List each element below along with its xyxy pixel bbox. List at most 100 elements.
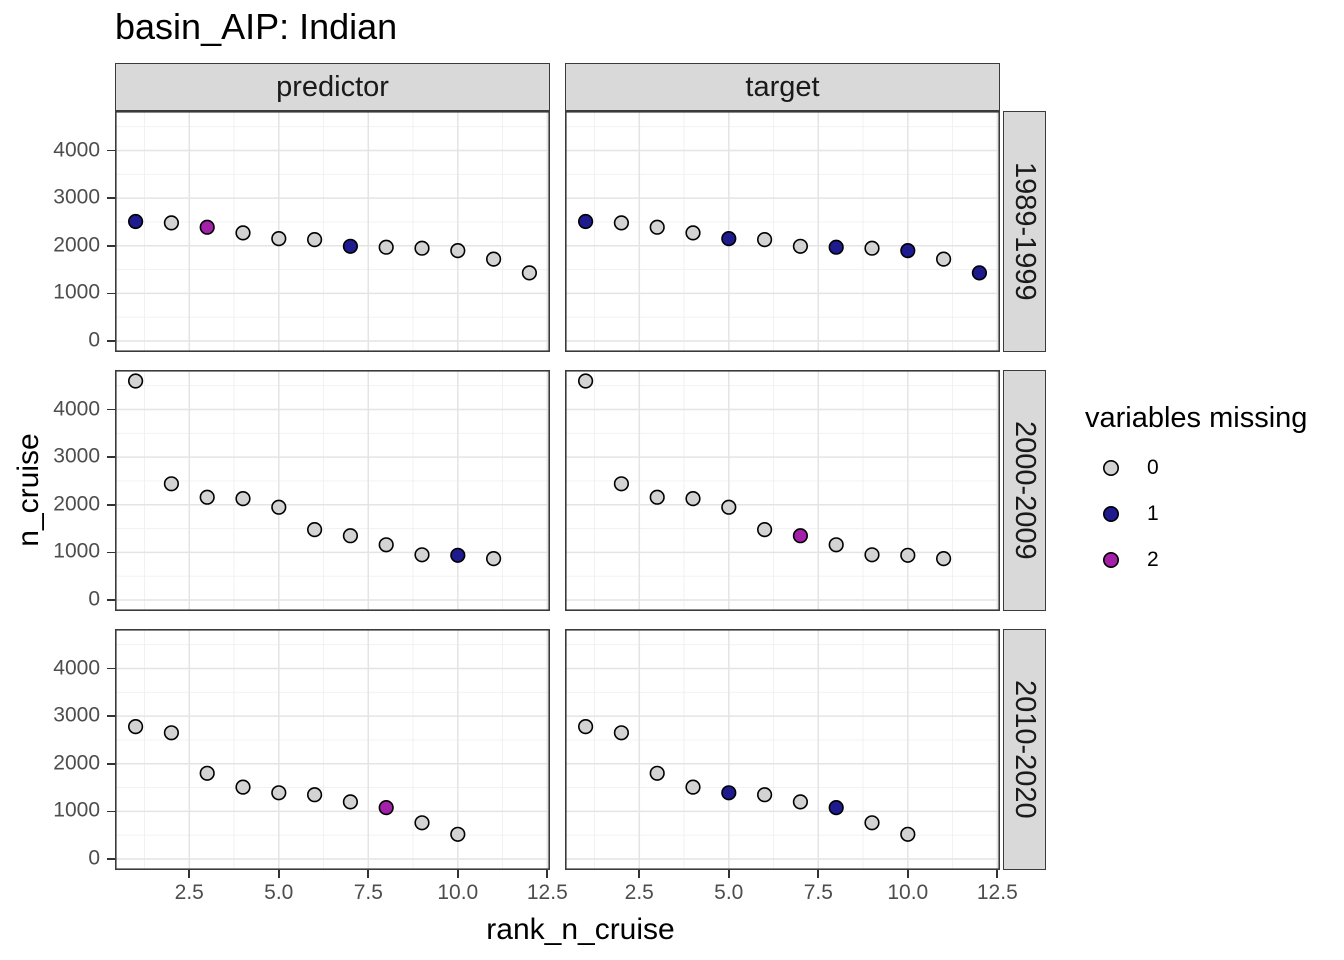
data-point	[235, 779, 251, 795]
data-point	[450, 826, 466, 842]
facet-col-strip-predictor: predictor	[115, 63, 550, 111]
data-point	[307, 787, 323, 803]
panel-target-2000-2009	[565, 370, 1000, 611]
legend-item: 2	[1085, 537, 1307, 583]
data-point	[613, 476, 630, 492]
data-point	[613, 215, 630, 231]
data-point	[757, 522, 773, 538]
data-point	[828, 800, 844, 816]
x-tick-mark	[277, 870, 280, 878]
panel-border	[115, 111, 550, 352]
panel-border	[115, 370, 550, 611]
data-point	[757, 787, 773, 803]
y-tick-mark	[107, 340, 115, 342]
legend-key-dot	[1103, 552, 1119, 568]
data-point	[307, 232, 323, 248]
legend-key-circle	[1103, 460, 1119, 476]
data-point	[685, 491, 701, 507]
legend-key-circle	[1103, 506, 1119, 522]
data-point	[414, 547, 430, 563]
panel-border	[565, 629, 1000, 870]
data-point	[721, 230, 737, 247]
data-point	[828, 537, 844, 553]
y-tick-label: 4000	[53, 397, 100, 421]
data-point	[486, 551, 502, 567]
x-tick-label: 5.0	[264, 881, 294, 904]
y-tick-mark	[107, 762, 115, 765]
panel-border	[565, 370, 1000, 611]
x-tick-mark	[546, 870, 549, 878]
data-point	[128, 373, 144, 389]
facet-row-strip-label: 1989-1999	[1009, 162, 1041, 301]
data-point	[450, 243, 466, 259]
y-tick-label: 3000	[53, 444, 100, 468]
facet-row-strip-label: 2000-2009	[1009, 421, 1041, 560]
y-tick-label: 1000	[53, 798, 100, 822]
x-tick-label: 5.0	[714, 881, 744, 904]
y-tick-label: 2000	[53, 233, 100, 257]
y-tick-label: 2000	[53, 751, 100, 775]
legend-label: 1	[1147, 502, 1159, 525]
panel-canvas	[565, 370, 1000, 611]
x-tick-label: 12.5	[976, 881, 1018, 904]
x-tick-label: 2.5	[624, 881, 654, 904]
data-point	[864, 240, 880, 256]
data-point	[199, 219, 215, 235]
data-point	[271, 499, 287, 515]
data-point	[649, 489, 665, 505]
panel-target-1989-1999	[565, 111, 1000, 352]
legend-item: 0	[1085, 445, 1307, 491]
data-point	[578, 718, 594, 735]
data-point	[685, 225, 701, 241]
panel-canvas	[115, 629, 550, 870]
y-tick-mark	[107, 667, 115, 670]
x-tick-label: 12.5	[526, 881, 568, 904]
y-tick-label: 0	[88, 846, 100, 870]
data-point	[828, 239, 844, 255]
y-tick-label: 3000	[53, 185, 100, 209]
data-point	[378, 239, 394, 255]
y-tick-label: 4000	[53, 656, 100, 680]
y-tick-label: 0	[88, 328, 100, 352]
data-point	[757, 232, 773, 248]
data-point	[900, 243, 916, 259]
legend-key-circle	[1103, 552, 1119, 568]
facet-col-strip-target: target	[565, 63, 1000, 111]
y-tick-mark	[107, 149, 115, 152]
panel-canvas	[115, 370, 550, 611]
data-point	[414, 240, 430, 256]
x-tick-mark	[817, 870, 820, 878]
x-tick-label: 2.5	[174, 881, 204, 904]
data-point	[414, 815, 430, 831]
y-tick-mark	[107, 715, 115, 717]
data-point	[235, 491, 251, 507]
y-tick-mark	[107, 599, 115, 601]
data-point	[792, 238, 808, 254]
x-tick-label: 7.5	[353, 881, 383, 904]
panel-predictor-1989-1999	[115, 111, 550, 352]
panel-canvas	[565, 111, 1000, 352]
legend-items: 0 1 2	[1085, 445, 1307, 583]
panel-border	[565, 111, 1000, 352]
x-tick-label: 10.0	[887, 881, 929, 904]
data-point	[936, 551, 952, 567]
data-point	[578, 373, 594, 389]
data-point	[900, 826, 916, 842]
data-point	[649, 219, 665, 235]
legend-item: 1	[1085, 491, 1307, 537]
legend: variables missing 0 1 2	[1085, 402, 1307, 583]
data-point	[342, 528, 358, 544]
facet-row-strip-2010-2020: 2010-2020	[1003, 629, 1046, 870]
data-point	[649, 765, 665, 781]
data-point	[450, 547, 466, 563]
data-point	[521, 265, 538, 281]
x-tick-mark	[996, 870, 999, 878]
facet-row-strip-2000-2009: 2000-2009	[1003, 370, 1046, 611]
data-point	[128, 718, 144, 735]
x-tick-label: 7.5	[803, 881, 833, 904]
y-tick-label: 1000	[53, 280, 100, 304]
data-point	[235, 225, 251, 241]
data-point	[199, 765, 215, 781]
data-point	[378, 537, 394, 553]
